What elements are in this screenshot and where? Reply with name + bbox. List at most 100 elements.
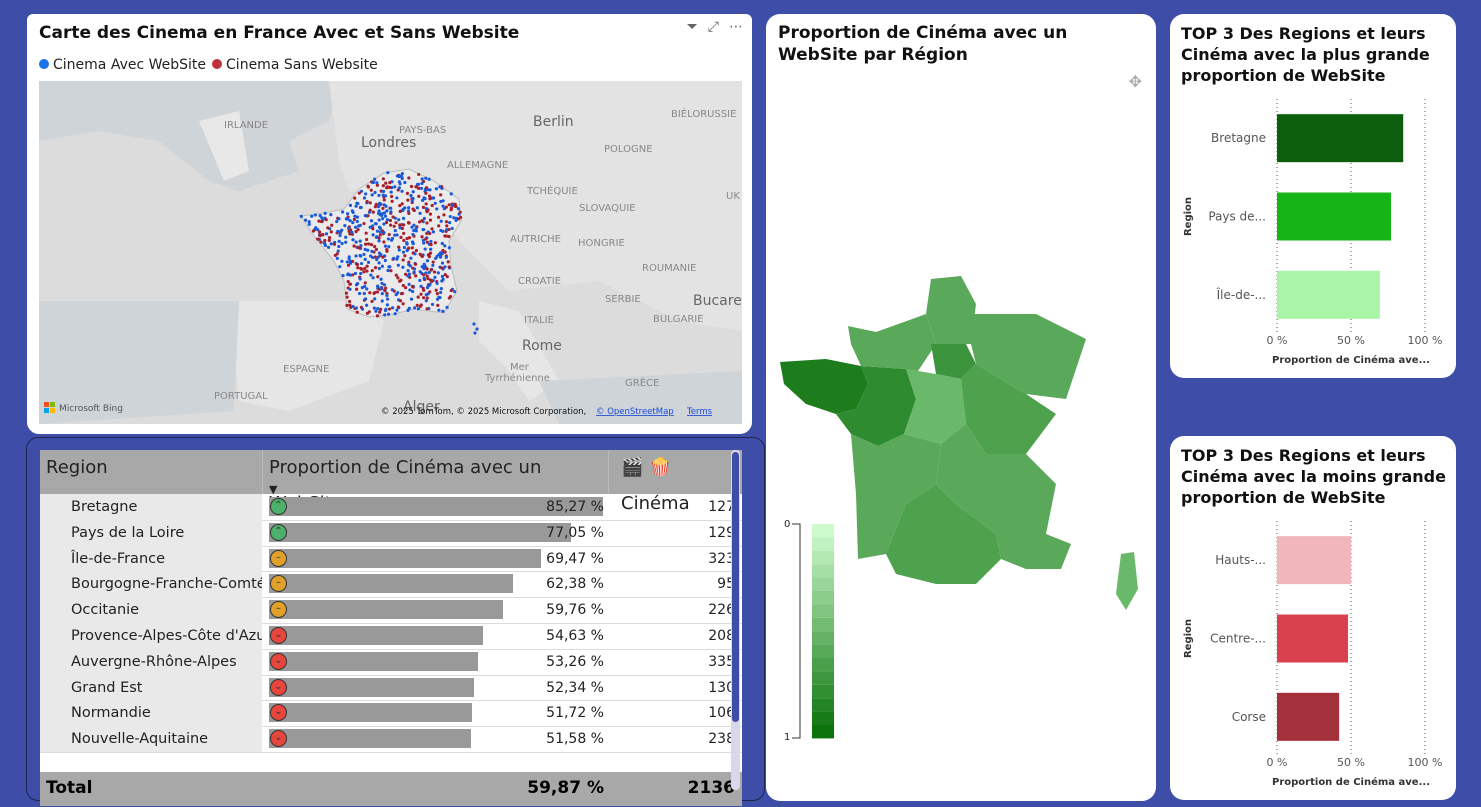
- cinema-dot[interactable]: [424, 207, 428, 211]
- table-row[interactable]: Bourgogne-Franche-Comté – 62,38 % 95: [40, 571, 742, 599]
- cinema-dot[interactable]: [382, 198, 386, 202]
- cinema-dot[interactable]: [383, 244, 388, 248]
- cinema-dot[interactable]: [370, 193, 374, 197]
- cinema-dot[interactable]: [363, 247, 367, 251]
- top3-low-chart[interactable]: 0 % 50 % 100 % Hauts-... Centre-... Corse Regi…: [1170, 436, 1456, 800]
- cinema-dot[interactable]: [381, 189, 386, 194]
- filter-icon[interactable]: ⏷: [686, 19, 698, 35]
- cinema-dot[interactable]: [396, 291, 400, 295]
- cinema-dot[interactable]: [424, 299, 428, 303]
- cinema-dot[interactable]: [399, 292, 404, 296]
- cinema-dot[interactable]: [362, 291, 366, 296]
- cinema-dot[interactable]: [336, 249, 340, 253]
- cinema-dot[interactable]: [447, 227, 451, 232]
- cinema-dot[interactable]: [324, 232, 329, 236]
- cinema-dot[interactable]: [427, 270, 431, 275]
- cinema-dot[interactable]: [375, 314, 380, 318]
- cinema-dot[interactable]: [444, 234, 448, 238]
- cinema-dot[interactable]: [310, 214, 314, 218]
- cinema-dot[interactable]: [353, 225, 358, 229]
- cinema-dot[interactable]: [352, 217, 356, 221]
- cinema-dot[interactable]: [425, 210, 429, 214]
- cinema-dot[interactable]: [397, 248, 401, 252]
- cinema-dot[interactable]: [416, 295, 420, 299]
- bar[interactable]: [1277, 192, 1392, 241]
- cinema-dot[interactable]: [380, 281, 384, 286]
- cinema-dot[interactable]: [400, 202, 404, 206]
- cinema-dot[interactable]: [368, 208, 372, 212]
- cinema-dot[interactable]: [430, 279, 434, 283]
- cinema-dot[interactable]: [370, 224, 375, 228]
- cinema-dot[interactable]: [379, 189, 383, 193]
- cinema-dot[interactable]: [379, 286, 383, 290]
- cinema-dot[interactable]: [356, 281, 360, 286]
- cinema-dot[interactable]: [422, 227, 426, 232]
- cinema-dot[interactable]: [347, 299, 352, 304]
- cinema-dot[interactable]: [445, 224, 449, 228]
- bar[interactable]: [1277, 614, 1349, 663]
- cinema-dot[interactable]: [418, 211, 422, 215]
- cinema-dot[interactable]: [386, 171, 390, 175]
- cinema-dot[interactable]: [443, 272, 447, 277]
- cinema-dot[interactable]: [378, 233, 382, 237]
- cinema-dot[interactable]: [380, 216, 385, 221]
- cinema-dot[interactable]: [353, 196, 357, 200]
- cinema-dot[interactable]: [371, 255, 375, 260]
- cinema-dot[interactable]: [453, 204, 457, 208]
- region-ile-de-france[interactable]: [931, 344, 976, 379]
- table-row[interactable]: Île-de-France – 69,47 % 323: [40, 545, 742, 573]
- cinema-dot[interactable]: [411, 196, 415, 201]
- cinema-dot[interactable]: [422, 241, 426, 245]
- cinema-dot[interactable]: [404, 272, 408, 276]
- cinema-dot[interactable]: [356, 266, 360, 270]
- cinema-dot[interactable]: [374, 222, 378, 226]
- cinema-dot[interactable]: [426, 276, 430, 281]
- cinema-dot[interactable]: [364, 192, 368, 196]
- cinema-dot[interactable]: [399, 209, 403, 213]
- bar[interactable]: [1277, 270, 1380, 319]
- cinema-dot[interactable]: [365, 287, 369, 291]
- cinema-dot[interactable]: [420, 265, 424, 269]
- cinema-dot[interactable]: [353, 271, 358, 276]
- cinema-dot[interactable]: [387, 307, 392, 311]
- cinema-dot[interactable]: [412, 223, 416, 227]
- cinema-dot[interactable]: [384, 220, 389, 225]
- cinema-dot[interactable]: [362, 196, 367, 200]
- cinema-dot[interactable]: [344, 291, 349, 295]
- region-pays-de-la-loire[interactable]: [836, 366, 916, 446]
- cinema-dot[interactable]: [440, 274, 445, 279]
- cinema-dot[interactable]: [417, 220, 422, 224]
- cinema-dot[interactable]: [421, 238, 425, 242]
- cinema-dot[interactable]: [364, 231, 368, 235]
- cinema-dot[interactable]: [425, 221, 429, 225]
- cinema-dot[interactable]: [443, 265, 447, 269]
- cinema-dot[interactable]: [409, 297, 414, 301]
- cinema-dot[interactable]: [413, 252, 417, 256]
- cinema-dot[interactable]: [317, 219, 321, 223]
- cinema-dot[interactable]: [378, 213, 382, 217]
- region-bretagne[interactable]: [780, 359, 868, 414]
- cinema-dot[interactable]: [401, 223, 406, 227]
- cinema-dot[interactable]: [370, 299, 374, 303]
- cinema-dot[interactable]: [380, 291, 384, 296]
- cinema-dot[interactable]: [409, 256, 413, 260]
- cinema-dot[interactable]: [323, 238, 327, 243]
- cinema-dot[interactable]: [405, 236, 409, 241]
- cinema-dot[interactable]: [379, 253, 383, 257]
- cinema-dot[interactable]: [349, 228, 353, 232]
- cinema-dot[interactable]: [429, 268, 433, 272]
- cinema-dot[interactable]: [389, 210, 393, 214]
- cinema-dot[interactable]: [406, 198, 410, 202]
- bar[interactable]: [1277, 114, 1404, 163]
- cinema-dot[interactable]: [410, 225, 414, 229]
- cinema-dot[interactable]: [436, 303, 440, 307]
- cinema-dot[interactable]: [410, 199, 414, 203]
- cinema-dot[interactable]: [388, 218, 392, 223]
- cinema-dot[interactable]: [473, 331, 477, 335]
- cinema-dot[interactable]: [441, 199, 445, 203]
- cinema-dot[interactable]: [360, 307, 365, 311]
- cinema-dot[interactable]: [428, 188, 432, 192]
- cinema-dot[interactable]: [390, 199, 394, 203]
- cinema-dot[interactable]: [432, 270, 437, 274]
- cinema-dot[interactable]: [351, 259, 355, 264]
